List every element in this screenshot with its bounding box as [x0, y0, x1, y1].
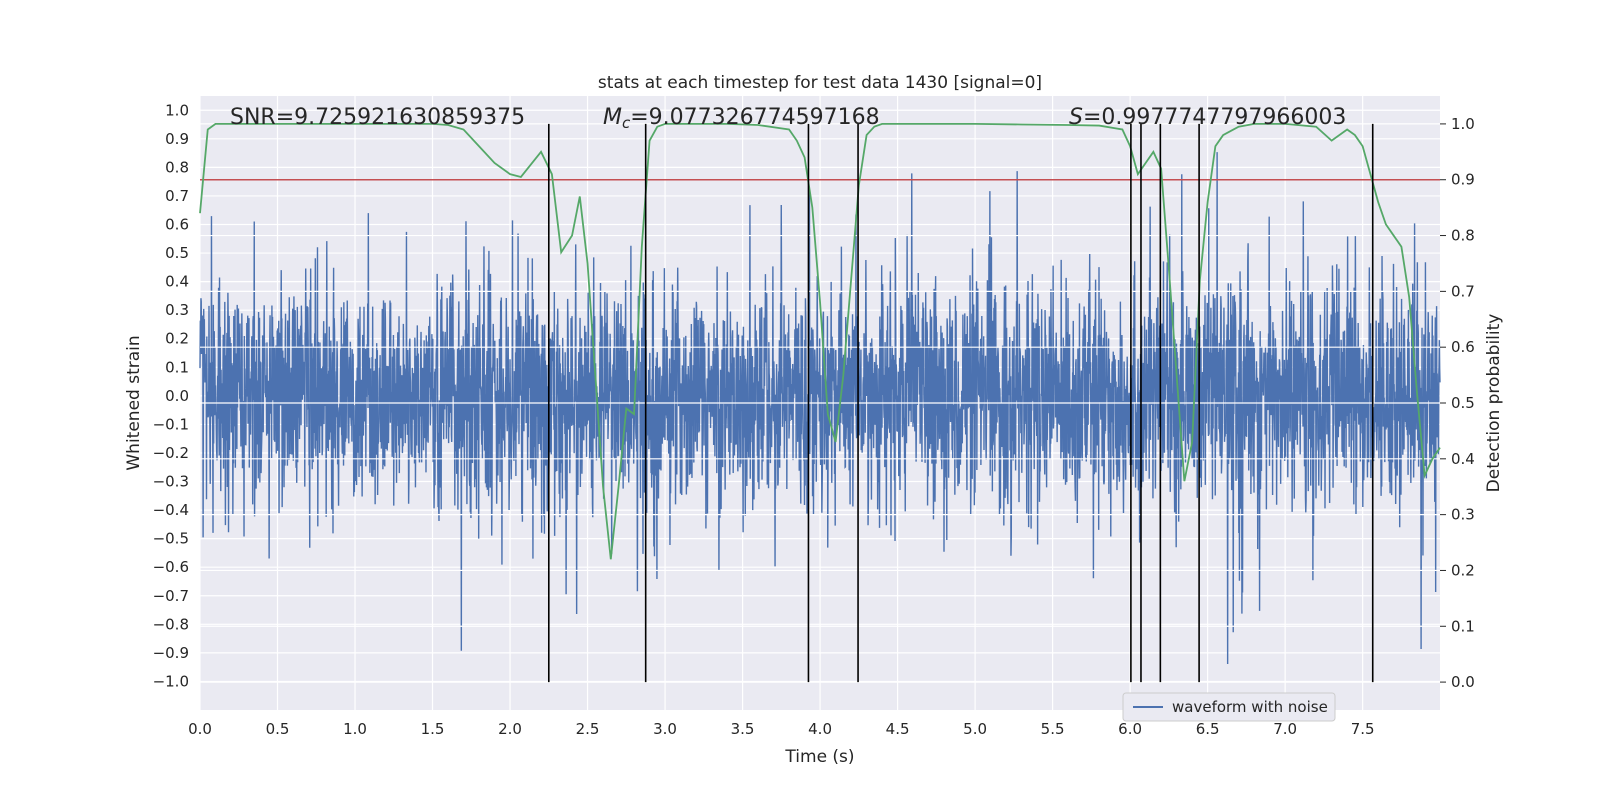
- x-tick-label: 3.5: [731, 720, 755, 738]
- x-tick-label: 2.5: [576, 720, 600, 738]
- waveform-line: [199, 152, 1441, 664]
- left-y-tick-label: −0.9: [153, 644, 189, 662]
- left-y-axis-label: Whitened strain: [124, 335, 144, 470]
- x-tick-label: 4.5: [886, 720, 910, 738]
- right-y-axis-ticks: 1.0 0.9 0.8 0.7 0.6 0.5 0.4 0.3 0.2 0.1 0.0: [1440, 115, 1475, 691]
- left-y-tick-label: 0.1: [165, 358, 189, 376]
- right-y-tick-label: 0.9: [1451, 171, 1475, 189]
- vertical-markers: [547, 123, 1374, 683]
- left-y-tick-label: 0.0: [165, 387, 189, 405]
- right-y-tick-label: 0.2: [1451, 561, 1475, 579]
- left-y-tick-label: 1.0: [165, 101, 189, 119]
- left-y-tick-label: 0.4: [165, 273, 189, 291]
- right-y-tick-label: 0.4: [1451, 450, 1475, 468]
- x-tick-label: 2.0: [498, 720, 522, 738]
- x-tick-label: 0.5: [266, 720, 290, 738]
- waveform-series: [199, 152, 1441, 664]
- legend-label: waveform with noise: [1172, 698, 1328, 716]
- left-y-tick-label: −0.2: [153, 444, 189, 462]
- left-y-tick-label: 0.5: [165, 244, 189, 262]
- left-y-tick-label: −0.8: [153, 615, 189, 633]
- right-y-tick-label: 0.3: [1451, 506, 1475, 524]
- legend-box: [1122, 692, 1336, 722]
- x-tick-label: 7.5: [1351, 720, 1375, 738]
- probability-line: [199, 123, 1441, 560]
- x-tick-label: 3.0: [653, 720, 677, 738]
- left-y-tick-label: −0.5: [153, 530, 189, 548]
- x-axis-label: Time (s): [784, 747, 854, 767]
- chart-title: stats at each timestep for test data 143…: [598, 73, 1042, 93]
- x-tick-label: 7.0: [1273, 720, 1297, 738]
- left-y-tick-label: 0.7: [165, 187, 189, 205]
- left-y-tick-label: −0.3: [153, 473, 189, 491]
- x-tick-label: 4.0: [808, 720, 832, 738]
- right-y-tick-label: 0.7: [1451, 282, 1475, 300]
- x-tick-label: 1.0: [343, 720, 367, 738]
- left-y-tick-label: 0.3: [165, 301, 189, 319]
- x-tick-label: 6.5: [1196, 720, 1220, 738]
- left-y-axis-ticks: 1.0 0.9 0.8 0.7 0.6 0.5 0.4 0.3 0.2 0.1 0.0 −0.1 −0.…: [153, 101, 189, 690]
- right-y-tick-label: 0.6: [1451, 338, 1475, 356]
- x-tick-label: 5.5: [1041, 720, 1065, 738]
- left-y-tick-label: 0.6: [165, 216, 189, 234]
- left-y-tick-label: 0.9: [165, 130, 189, 148]
- right-y-tick-label: 1.0: [1451, 115, 1475, 133]
- x-tick-label: 0.0: [188, 720, 212, 738]
- x-axis-ticks: 0.0 0.5 1.0 1.5 2.0 2.5 3.0 3.5 4.0 4.5 5.0 5.5 6.0 6…: [188, 720, 1375, 738]
- left-y-tick-label: 0.8: [165, 158, 189, 176]
- right-y-tick-label: 0.5: [1451, 394, 1475, 412]
- x-tick-label: 5.0: [963, 720, 987, 738]
- left-y-tick-label: −0.1: [153, 415, 189, 433]
- chirp-mass-subscript: c: [622, 114, 631, 132]
- x-tick-label: 1.5: [421, 720, 445, 738]
- snr-annotation: SNR=9.725921630859375: [230, 105, 525, 130]
- right-y-tick-label: 0.0: [1451, 673, 1475, 691]
- left-y-tick-label: −0.7: [153, 587, 189, 605]
- s-annotation: S=0.9977747797966003: [1069, 105, 1346, 130]
- x-tick-label: 6.0: [1118, 720, 1142, 738]
- left-y-tick-label: 0.2: [165, 330, 189, 348]
- left-y-tick-label: −0.4: [153, 501, 189, 519]
- left-y-tick-label: −0.6: [153, 558, 189, 576]
- right-y-tick-label: 0.1: [1451, 617, 1475, 635]
- right-y-tick-label: 0.8: [1451, 227, 1475, 245]
- chirp-mass-annotation: Mc=9.077326774597168: [603, 105, 880, 132]
- chirp-mass-value: =9.077326774597168: [630, 105, 879, 130]
- left-y-tick-label: −1.0: [153, 672, 189, 690]
- probability-series: [199, 123, 1441, 560]
- chirp-mass-symbol: M: [603, 105, 622, 130]
- legend: waveform with noise: [1122, 692, 1336, 722]
- right-y-axis-label: Detection probability: [1484, 314, 1504, 493]
- s-value: =0.9977747797966003: [1083, 105, 1346, 130]
- s-symbol: S: [1069, 105, 1083, 130]
